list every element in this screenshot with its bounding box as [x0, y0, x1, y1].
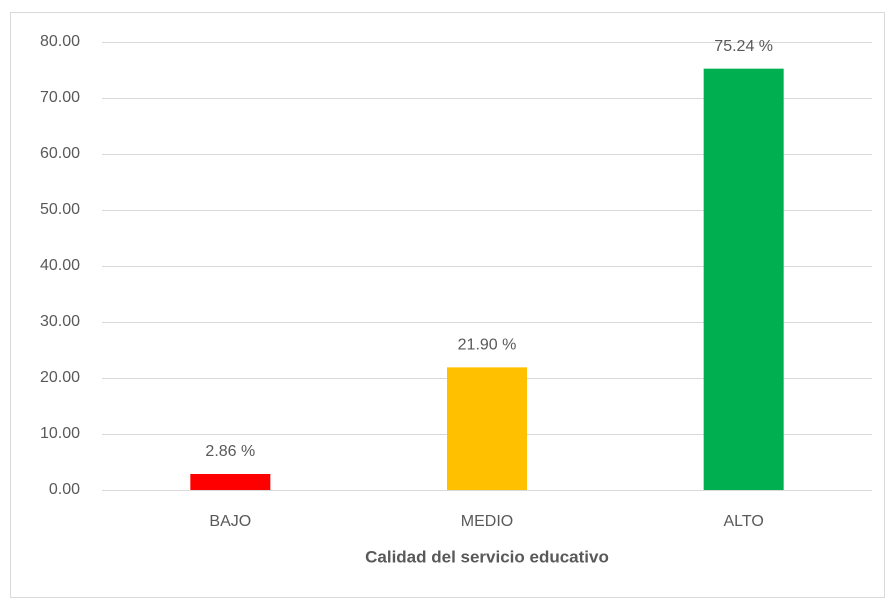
y-tick-label: 40.00 — [40, 257, 80, 274]
y-tick-label: 60.00 — [40, 145, 80, 162]
y-tick-label: 80.00 — [40, 33, 80, 50]
x-tick-label: ALTO — [724, 513, 764, 530]
x-axis-label: Calidad del servicio educativo — [365, 547, 609, 566]
x-tick-label: BAJO — [209, 513, 251, 530]
y-tick-label: 20.00 — [40, 369, 80, 386]
y-tick-label: 10.00 — [40, 425, 80, 442]
value-label: 2.86 % — [205, 443, 255, 460]
x-tick-label: MEDIO — [461, 513, 513, 530]
y-tick-label: 70.00 — [40, 89, 80, 106]
y-tick-label: 0.00 — [49, 481, 80, 498]
value-label: 75.24 % — [714, 38, 773, 55]
value-label: 21.90 % — [458, 337, 517, 354]
bar — [703, 68, 784, 490]
y-tick-label: 30.00 — [40, 313, 80, 330]
y-tick-label: 50.00 — [40, 201, 80, 218]
bar — [447, 367, 527, 490]
bar — [190, 473, 271, 490]
